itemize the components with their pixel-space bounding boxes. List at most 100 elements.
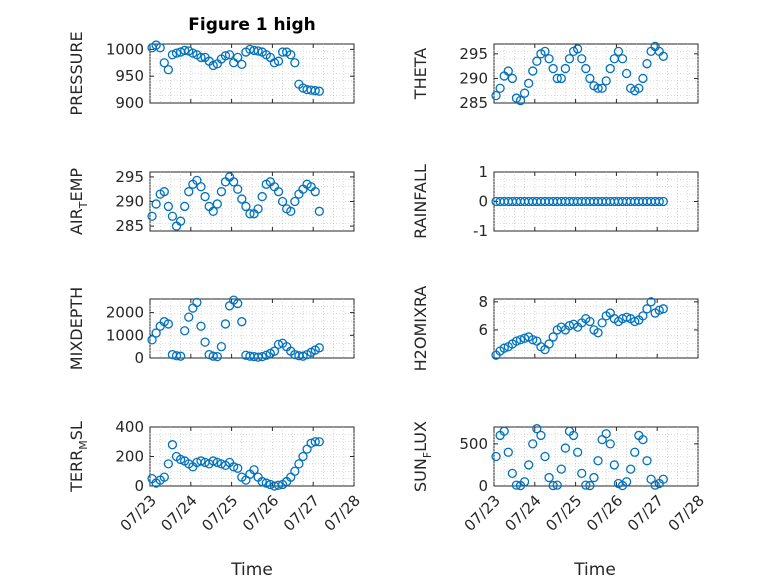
y-axis-label-part: RAINFALL	[411, 164, 430, 239]
data-point-sun_flux	[630, 447, 640, 457]
data-point-sun_flux	[560, 443, 571, 453]
x-tick-label: 07/27	[624, 492, 667, 535]
data-point-mixdepth	[220, 319, 231, 329]
data-point-mixdepth	[163, 319, 174, 329]
data-point-sun_flux	[593, 456, 603, 466]
data-point-mixdepth	[180, 326, 190, 336]
y-axis-label-rainfall: RAINFALL	[411, 164, 430, 239]
axes-h2omixra: 6 8 H2OMIXRA	[411, 286, 699, 372]
y-tick-label: 285	[115, 217, 144, 235]
data-point-pressure	[269, 58, 280, 68]
data-point-terr_msl	[273, 480, 284, 490]
y-tick-label: 900	[115, 94, 144, 112]
data-point-sun_flux	[601, 429, 611, 439]
data-point-h2omixra	[597, 318, 607, 328]
data-point-sun_flux	[585, 480, 595, 491]
x-tick-label: 07/26	[583, 492, 626, 535]
x-tick-label: 07/23	[117, 492, 160, 535]
data-point-sun_flux	[581, 480, 591, 490]
data-point-theta	[515, 95, 526, 106]
data-point-h2omixra	[654, 305, 664, 315]
data-point-sun_flux	[511, 480, 522, 490]
data-point-sun_flux	[499, 426, 509, 436]
data-point-theta	[658, 51, 668, 61]
y-axis-label-part: TERR	[67, 450, 86, 493]
y-tick-label: 1000	[106, 326, 144, 344]
y-axis-label-subscript: T	[77, 201, 90, 209]
data-point-h2omixra	[658, 304, 668, 314]
data-point-mixdepth	[200, 337, 210, 347]
data-point-mixdepth	[273, 339, 284, 350]
data-point-pressure	[188, 48, 198, 58]
data-point-theta	[577, 54, 587, 64]
data-point-air_temp	[237, 194, 247, 204]
y-axis-label-subscript: M	[77, 440, 90, 450]
data-point-sun_flux	[605, 439, 615, 449]
data-point-mixdepth	[151, 328, 161, 338]
y-tick-label: 200	[115, 448, 144, 466]
y-axis-label-part: MIXDEPTH	[67, 287, 86, 370]
data-point-theta	[548, 63, 558, 74]
data-point-mixdepth	[216, 342, 227, 352]
data-point-terr_msl	[257, 476, 267, 487]
data-point-terr_msl	[261, 478, 271, 488]
data-point-theta	[634, 83, 644, 93]
data-point-rainfall	[654, 196, 664, 207]
data-point-air_temp	[273, 187, 284, 197]
data-point-theta	[495, 83, 505, 93]
axes-mixdepth: 0 1000 2000 MIXDEPTH	[67, 287, 355, 370]
data-point-theta	[519, 88, 530, 98]
data-point-sun_flux	[519, 477, 530, 487]
data-point-sun_flux	[528, 439, 538, 449]
data-point-h2omixra	[593, 328, 603, 338]
data-point-air_temp	[175, 216, 186, 226]
y-axis-label-theta: THETA	[411, 48, 430, 100]
data-point-pressure	[180, 45, 190, 56]
figure-title: Figure 1 high	[188, 15, 316, 35]
y-axis-label-mixdepth: MIXDEPTH	[67, 287, 86, 370]
data-point-mixdepth	[196, 321, 206, 331]
x-tick-label: 07/24	[501, 492, 544, 535]
data-point-mixdepth	[171, 351, 182, 361]
data-point-air_temp	[314, 206, 324, 216]
x-tick-label: 07/25	[198, 492, 241, 535]
data-point-sun_flux	[548, 480, 558, 491]
y-tick-label: -1	[473, 222, 488, 240]
data-point-mixdepth	[175, 351, 186, 361]
data-point-sun_flux	[572, 447, 583, 457]
data-point-terr_msl	[175, 454, 186, 465]
data-point-sun_flux	[609, 460, 620, 470]
data-point-air_temp	[228, 177, 239, 187]
x-tick-label: 07/25	[542, 492, 585, 535]
y-axis-label-terr_msl: TERRMSL	[67, 421, 90, 493]
y-tick-label: 950	[115, 67, 144, 85]
data-point-sun_flux	[540, 451, 550, 462]
data-point-theta	[601, 76, 611, 86]
data-point-theta	[552, 73, 562, 84]
data-point-sun_flux	[568, 430, 579, 441]
y-tick-label: 500	[459, 435, 488, 453]
axes-air_temp: 285 290 295 AIRTEMP	[67, 168, 355, 235]
data-point-air_temp	[253, 204, 263, 214]
data-point-h2omixra	[528, 335, 538, 345]
data-point-terr_msl	[159, 472, 169, 482]
y-tick-label: 0	[478, 193, 488, 211]
x-tick-label: 07/28	[321, 492, 364, 535]
data-point-theta	[581, 63, 591, 74]
data-point-theta	[556, 73, 566, 84]
y-axis-label-part: H2OMIXRA	[411, 286, 430, 372]
data-point-sun_flux	[589, 472, 599, 483]
y-tick-label: 0	[478, 477, 488, 495]
y-axis-label-part: AIR	[67, 208, 86, 235]
data-point-pressure	[290, 58, 300, 68]
data-point-h2omixra	[630, 316, 640, 327]
data-point-mixdepth	[257, 351, 267, 362]
data-point-terr_msl	[294, 459, 304, 469]
data-point-mixdepth	[298, 351, 308, 361]
data-point-sun_flux	[658, 474, 668, 484]
x-tick-label: 07/23	[461, 492, 504, 535]
data-point-pressure	[196, 52, 206, 63]
data-point-theta	[532, 56, 542, 66]
data-point-h2omixra	[638, 311, 648, 321]
